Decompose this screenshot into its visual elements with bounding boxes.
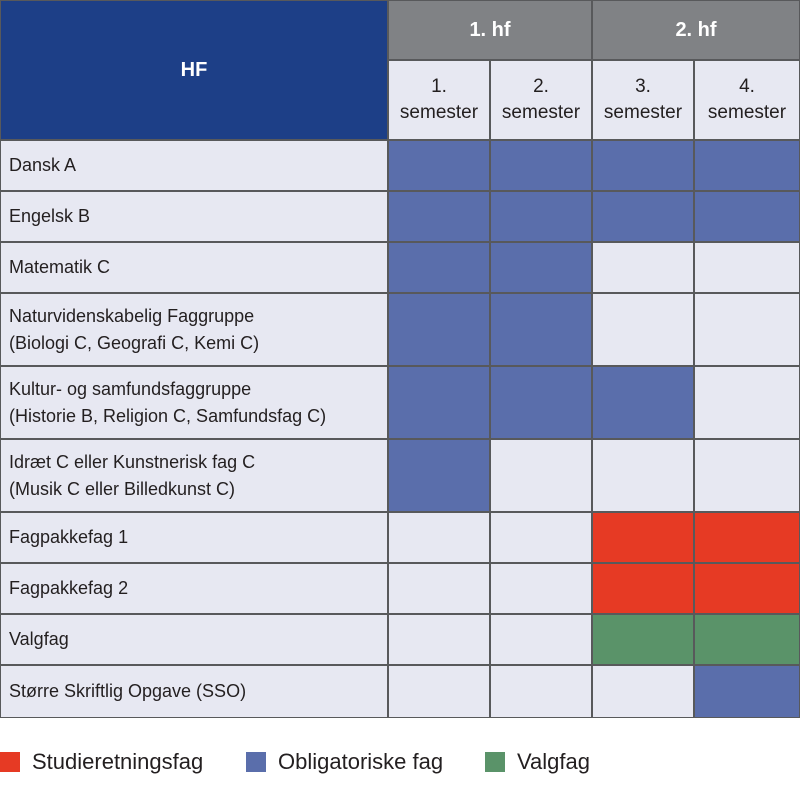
- schedule-cell-r7-s1: [388, 512, 490, 563]
- schedule-cell-r7-s2: [490, 512, 592, 563]
- semester-header-3: 3. semester: [592, 60, 694, 140]
- subject-name: Idræt C eller Kunstnerisk fag C: [9, 451, 256, 472]
- schedule-cell-r5-s3: [592, 366, 694, 439]
- subject-cell-6: Idræt C eller Kunstnerisk fag C (Musik C …: [0, 439, 388, 512]
- year-header-2: 2. hf: [592, 0, 800, 60]
- subject-cell-2: Engelsk B: [0, 191, 388, 242]
- subject-name: Valgfag: [9, 629, 69, 649]
- semester-word: semester: [707, 102, 787, 123]
- schedule-cell-r3-s4: [694, 242, 800, 293]
- subject-cell-5: Kultur- og samfundsfaggruppe (Historie B,…: [0, 366, 388, 439]
- schedule-cell-r4-s4: [694, 293, 800, 366]
- schedule-cell-r10-s2: [490, 665, 592, 718]
- schedule-cell-r2-s3: [592, 191, 694, 242]
- subject-cell-3: Matematik C: [0, 242, 388, 293]
- subject-cell-1: Dansk A: [0, 140, 388, 191]
- schedule-cell-r8-s3: [592, 563, 694, 614]
- schedule-cell-r1-s4: [694, 140, 800, 191]
- semester-number: 2.: [533, 76, 549, 97]
- subject-name: Matematik C: [9, 257, 111, 277]
- semester-word: semester: [399, 102, 479, 123]
- legend-item-studieretningsfag: Studieretningsfag: [0, 747, 203, 777]
- schedule-cell-r3-s2: [490, 242, 592, 293]
- year-header-label: 1. hf: [469, 18, 511, 41]
- schedule-cell-r7-s4: [694, 512, 800, 563]
- schedule-cell-r3-s1: [388, 242, 490, 293]
- schedule-cell-r8-s4: [694, 563, 800, 614]
- schedule-cell-r2-s4: [694, 191, 800, 242]
- semester-word: semester: [603, 102, 683, 123]
- schedule-cell-r9-s4: [694, 614, 800, 665]
- schedule-cell-r9-s2: [490, 614, 592, 665]
- subject-cell-8: Fagpakkefag 2: [0, 563, 388, 614]
- schedule-cell-r2-s2: [490, 191, 592, 242]
- subject-name: Fagpakkefag 1: [9, 527, 129, 547]
- schedule-cell-r5-s4: [694, 366, 800, 439]
- subject-detail: (Musik C eller Billedkunst C): [9, 478, 236, 499]
- schedule-cell-r10-s1: [388, 665, 490, 718]
- year-header-label: 2. hf: [675, 18, 717, 41]
- schedule-cell-r8-s1: [388, 563, 490, 614]
- legend-swatch-studieretningsfag: [0, 752, 20, 772]
- schedule-cell-r6-s3: [592, 439, 694, 512]
- year-header-1: 1. hf: [388, 0, 592, 60]
- subject-name: Naturvidenskabelig Faggruppe: [9, 305, 255, 326]
- legend: Studieretningsfag Obligatoriske fag Valg…: [0, 747, 800, 777]
- subject-cell-9: Valgfag: [0, 614, 388, 665]
- schedule-cell-r5-s1: [388, 366, 490, 439]
- semester-header-4: 4. semester: [694, 60, 800, 140]
- table-title: HF: [0, 0, 388, 140]
- schedule-cell-r10-s4: [694, 665, 800, 718]
- legend-item-obligatoriske-fag: Obligatoriske fag: [246, 747, 443, 777]
- semester-number: 4.: [739, 76, 755, 97]
- subject-detail: (Historie B, Religion C, Samfundsfag C): [9, 405, 327, 426]
- subject-name: Fagpakkefag 2: [9, 578, 129, 598]
- schedule-cell-r4-s2: [490, 293, 592, 366]
- schedule-cell-r6-s4: [694, 439, 800, 512]
- subject-cell-10: Større Skriftlig Opgave (SSO): [0, 665, 388, 718]
- subject-name: Kultur- og samfundsfaggruppe: [9, 378, 252, 399]
- schedule-cell-r6-s2: [490, 439, 592, 512]
- semester-number: 1.: [431, 76, 447, 97]
- semester-header-2: 2. semester: [490, 60, 592, 140]
- schedule-cell-r1-s3: [592, 140, 694, 191]
- legend-swatch-obligatoriske-fag: [246, 752, 266, 772]
- schedule-cell-r4-s3: [592, 293, 694, 366]
- legend-label-obligatoriske-fag: Obligatoriske fag: [278, 749, 444, 774]
- subject-detail: (Biologi C, Geografi C, Kemi C): [9, 332, 260, 353]
- schedule-cell-r1-s1: [388, 140, 490, 191]
- subject-cell-7: Fagpakkefag 1: [0, 512, 388, 563]
- subject-name: Dansk A: [9, 155, 77, 175]
- schedule-cell-r6-s1: [388, 439, 490, 512]
- schedule-cell-r8-s2: [490, 563, 592, 614]
- subject-name: Større Skriftlig Opgave (SSO): [9, 681, 247, 701]
- subject-name: Engelsk B: [9, 206, 91, 226]
- semester-header-1: 1. semester: [388, 60, 490, 140]
- table-title-text: HF: [180, 58, 208, 81]
- semester-number: 3.: [635, 76, 651, 97]
- subject-cell-4: Naturvidenskabelig Faggruppe (Biologi C, …: [0, 293, 388, 366]
- schedule-cell-r9-s1: [388, 614, 490, 665]
- schedule-cell-r10-s3: [592, 665, 694, 718]
- semester-word: semester: [501, 102, 581, 123]
- schedule-cell-r4-s1: [388, 293, 490, 366]
- schedule-cell-r1-s2: [490, 140, 592, 191]
- schedule-cell-r7-s3: [592, 512, 694, 563]
- legend-item-valgfag: Valgfag: [485, 747, 590, 777]
- legend-swatch-valgfag: [485, 752, 505, 772]
- schedule-cell-r9-s3: [592, 614, 694, 665]
- legend-label-valgfag: Valgfag: [517, 749, 590, 774]
- schedule-cell-r5-s2: [490, 366, 592, 439]
- legend-label-studieretningsfag: Studieretningsfag: [32, 749, 204, 774]
- hf-table: HF 1. hf 2. hf 1. semester 2. semester 3. semest…: [0, 0, 800, 718]
- schedule-cell-r3-s3: [592, 242, 694, 293]
- schedule-cell-r2-s1: [388, 191, 490, 242]
